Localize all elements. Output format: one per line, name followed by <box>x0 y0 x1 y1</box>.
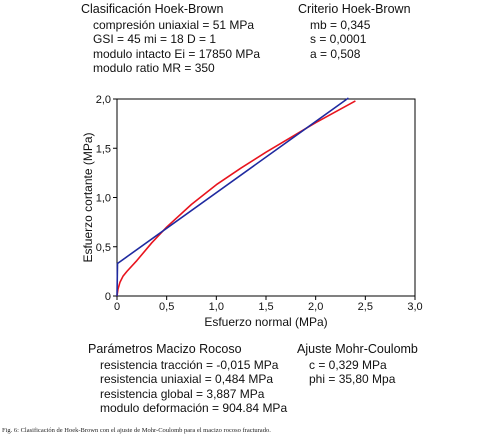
figure-caption: Fig. 6: Clasificación de Hoek-Brown con … <box>2 427 271 434</box>
parameters-line: resistencia uniaxial = 0,484 MPa <box>100 372 274 386</box>
parameters-line: modulo deformación = 904.84 MPa <box>100 401 288 415</box>
rock-mass-parameters: Parámetros Macizo Rocoso resistencia tra… <box>88 342 287 416</box>
hoek-brown-classification: Clasificación Hoek-Brown compresión unia… <box>81 2 260 76</box>
plot-frame <box>116 98 416 297</box>
criterion-heading: Criterio Hoek-Brown <box>298 2 411 16</box>
hoek-brown-curve <box>116 100 356 297</box>
y-tick-label: 2,0 <box>96 94 111 106</box>
criterion-line: mb = 0,345 <box>310 17 371 32</box>
x-tick-label: 1,5 <box>258 301 273 313</box>
x-tick-label: 2,5 <box>358 301 373 313</box>
y-tick-label: 0 <box>105 291 111 303</box>
fit-line: phi = 35,80 Mpa <box>309 372 396 386</box>
classification-line: modulo ratio MR = 350 <box>93 61 215 75</box>
y-tick-label: 1,0 <box>96 193 111 205</box>
x-tick-label: 0,5 <box>159 301 174 313</box>
criterion-line: a = 0,508 <box>310 46 361 61</box>
y-tick-label: 1,5 <box>96 143 111 155</box>
x-axis-label: Esfuerzo normal (MPa) <box>204 315 327 329</box>
shear-normal-chart: 0 0,5 1,0 1,5 2,0 2,5 3,0 0 0,5 1,0 1,5 2,0 Esfuerzo… <box>81 94 423 329</box>
y-tick-label: 0,5 <box>96 242 111 254</box>
x-tick-label: 0 <box>114 301 120 313</box>
classification-line: GSI = 45 mi = 18 D = 1 <box>93 32 217 46</box>
fit-heading: Ajuste Mohr-Coulomb <box>297 342 418 356</box>
parameters-heading: Parámetros Macizo Rocoso <box>88 342 242 356</box>
mohr-coulomb-fit: Ajuste Mohr-Coulomb c = 0,329 MPa phi = … <box>297 342 418 387</box>
parameters-line: resistencia global = 3,887 MPa <box>100 386 265 401</box>
fit-line: c = 0,329 MPa <box>309 357 387 372</box>
x-tick-label: 2,0 <box>308 301 323 313</box>
mohr-coulomb-line <box>116 97 349 297</box>
x-tick-label: 3,0 <box>407 301 422 313</box>
parameters-line: resistencia tracción = -0,015 MPa <box>100 357 279 372</box>
x-tick-label: 1,0 <box>209 301 224 313</box>
criterion-line: s = 0,0001 <box>310 32 367 46</box>
classification-line: modulo intacto Ei = 17850 MPa <box>93 46 261 61</box>
classification-heading: Clasificación Hoek-Brown <box>81 2 224 16</box>
hoek-brown-criterion: Criterio Hoek-Brown mb = 0,345 s = 0,000… <box>298 2 411 61</box>
y-axis-label: Esfuerzo cortante (MPa) <box>81 132 95 262</box>
classification-line: compresión uniaxial = 51 MPa <box>93 17 255 32</box>
